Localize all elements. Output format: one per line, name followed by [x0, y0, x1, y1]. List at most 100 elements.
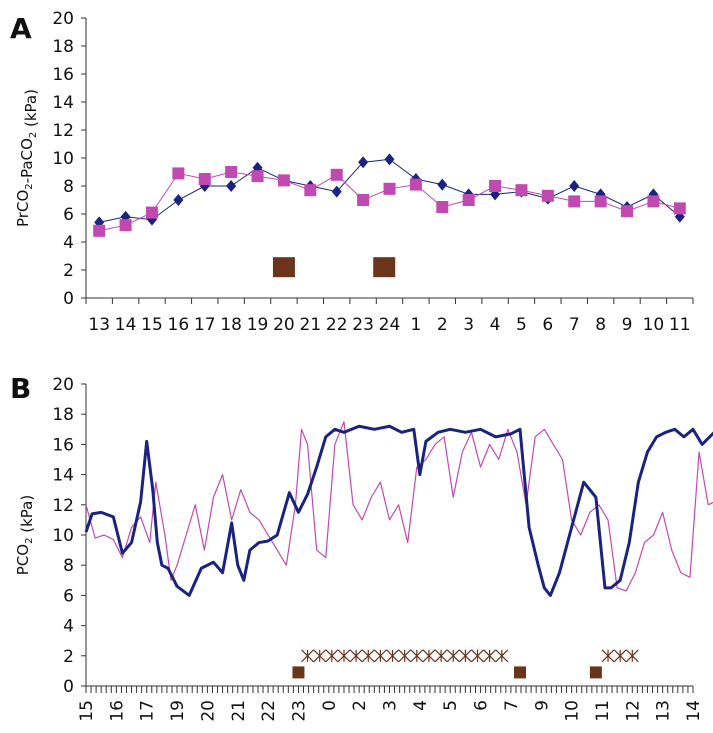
- panel-a-event-marker: [272, 257, 295, 278]
- panel-b-asterisk-marker: [434, 649, 448, 663]
- panel-b-asterisk-marker: [410, 649, 424, 663]
- panel-b-asterisk-marker: [613, 649, 627, 663]
- panel-label-b: B: [10, 372, 31, 405]
- panel-a-x-tick-label: 3: [463, 315, 474, 335]
- panel-a-point-square: [568, 195, 581, 208]
- panel-a-point-diamond: [331, 185, 342, 198]
- panel-a-x-tick-label: 22: [326, 315, 348, 335]
- panel-a-x-tick-label: 4: [490, 315, 501, 335]
- panel-b-asterisk-marker: [625, 649, 639, 663]
- panel-a-point-square: [251, 170, 264, 183]
- panel-b-x-tick-label: 7: [502, 700, 522, 711]
- panel-b-x-tick-label: 0: [320, 700, 340, 711]
- panel-a-point-diamond: [173, 194, 184, 206]
- panel-b-x-tick-label: 15: [77, 700, 97, 722]
- panel-a-y-tick-label: 10: [52, 149, 74, 169]
- panel-a-x-tick-label: 19: [247, 315, 269, 335]
- panel-b-asterisk-marker: [386, 649, 399, 663]
- panel-b-x-tick-label: 4: [411, 700, 431, 711]
- panel-a-point-square: [489, 180, 502, 192]
- panel-b-y-tick-label: 2: [63, 647, 74, 667]
- panel-b-x-tick-label: 10: [563, 700, 583, 722]
- panel-b-asterisk-marker: [325, 649, 339, 663]
- panel-b-x-tick-label: 13: [654, 700, 674, 722]
- panel-b-y-tick-label: 6: [63, 586, 74, 606]
- panel-b-series-dark: [84, 424, 713, 597]
- panel-a-point-diamond: [226, 180, 237, 192]
- panel-b-asterisk-marker: [398, 649, 412, 663]
- panel-a-x-tick-label: 8: [595, 315, 606, 335]
- panel-b-x-tick-label: 21: [229, 700, 249, 722]
- panel-a-y-tick-label: 16: [52, 65, 74, 85]
- panel-a-point-square: [409, 178, 422, 191]
- panel-b-y-tick-label: 4: [63, 617, 74, 637]
- panel-a-x-tick-label: 18: [220, 315, 242, 335]
- panel-a-x-tick-label: 24: [379, 315, 401, 335]
- panel-a-point-square: [119, 219, 132, 232]
- panel-a-y-tick-label: 0: [63, 289, 74, 309]
- panel-a-x-tick-label: 1: [410, 315, 421, 335]
- panel-b-event-marker: [514, 666, 527, 679]
- panel-b-asterisk-marker: [458, 649, 472, 663]
- panel-a-x-tick-label: 13: [88, 315, 110, 335]
- panel-b-y-axis-label: PCO2 (kPa): [14, 495, 36, 575]
- panel-b-x-tick-label: 20: [198, 700, 218, 722]
- panel-b-x-tick-label: 12: [623, 700, 643, 722]
- panel-a-y-tick-label: 8: [63, 177, 74, 197]
- panel-a-point-square: [673, 202, 686, 215]
- panel-a-point-square: [515, 184, 528, 197]
- panel-b-y-tick-label: 8: [63, 556, 74, 576]
- panel-b-asterisk-marker: [446, 649, 460, 663]
- panel-a-point-diamond: [569, 180, 580, 192]
- panel-a-y-tick-label: 4: [63, 233, 74, 253]
- panel-a-y-axis-label: PrCO2-PaCO2 (kPa): [14, 89, 40, 227]
- panel-a-x-tick-label: 10: [643, 315, 665, 335]
- panel-a-x-tick-label: 7: [569, 315, 580, 335]
- panel-b-x-tick-label: 23: [289, 700, 309, 722]
- panel-a-point-square: [172, 167, 185, 180]
- panel-label-a: A: [10, 12, 32, 45]
- panel-b-y-tick-label: 18: [52, 405, 74, 425]
- panel-b-x-tick-label: 17: [138, 700, 158, 722]
- panel-a-x-tick-label: 20: [273, 315, 295, 335]
- panel-a-point-square: [304, 184, 317, 197]
- panel-b-x-tick-label: 22: [259, 700, 279, 722]
- panel-b-asterisk-marker: [349, 649, 363, 663]
- panel-b-y-tick-label: 20: [52, 375, 74, 395]
- panel-b-y-tick-label: 14: [52, 466, 74, 486]
- panel-a-point-square: [647, 195, 660, 208]
- panel-a-series-line: [99, 171, 680, 232]
- panel-b-x-tick-label: 9: [532, 700, 552, 711]
- panel-a-point-square: [383, 182, 396, 195]
- panel-a-x-tick-label: 15: [141, 315, 163, 335]
- panel-a-point-square: [198, 173, 211, 185]
- panel-a-x-tick-label: 14: [115, 315, 137, 335]
- panel-a-x-tick-label: 5: [516, 315, 527, 335]
- panel-b-x-tick-label: 6: [472, 700, 492, 711]
- panel-a-x-tick-label: 21: [300, 315, 322, 335]
- panel-b-y-tick-label: 10: [52, 526, 74, 546]
- panel-b-asterisk-marker: [483, 649, 497, 663]
- panel-b-x-tick-label: 11: [593, 700, 613, 722]
- panel-b-x-tick-label: 19: [168, 700, 188, 722]
- panel-a-x-tick-label: 2: [437, 315, 448, 335]
- panel-b-x-tick-label: 5: [441, 700, 461, 711]
- panel-a-y-tick-label: 14: [52, 93, 74, 113]
- panel-a-x-tick-label: 9: [622, 315, 633, 335]
- panel-a-point-square: [225, 166, 238, 178]
- panel-a-point-square: [357, 194, 370, 206]
- panel-a-event-marker: [373, 257, 396, 278]
- panel-b-y-tick-label: 0: [63, 677, 74, 697]
- panel-a-x-tick-label: 6: [542, 315, 553, 335]
- panel-b-x-tick-label: 2: [350, 700, 370, 711]
- panel-a-x-tick-label: 17: [194, 315, 216, 335]
- panel-b-asterisk-marker: [471, 649, 484, 663]
- panel-b-asterisk-marker: [495, 649, 509, 663]
- panel-a-point-diamond: [437, 178, 448, 191]
- panel-b-x-tick-label: 14: [684, 700, 704, 722]
- panel-b-y-tick-label: 16: [52, 435, 74, 455]
- panel-b-asterisk-marker: [361, 649, 375, 663]
- panel-b-asterisk-marker: [313, 649, 327, 663]
